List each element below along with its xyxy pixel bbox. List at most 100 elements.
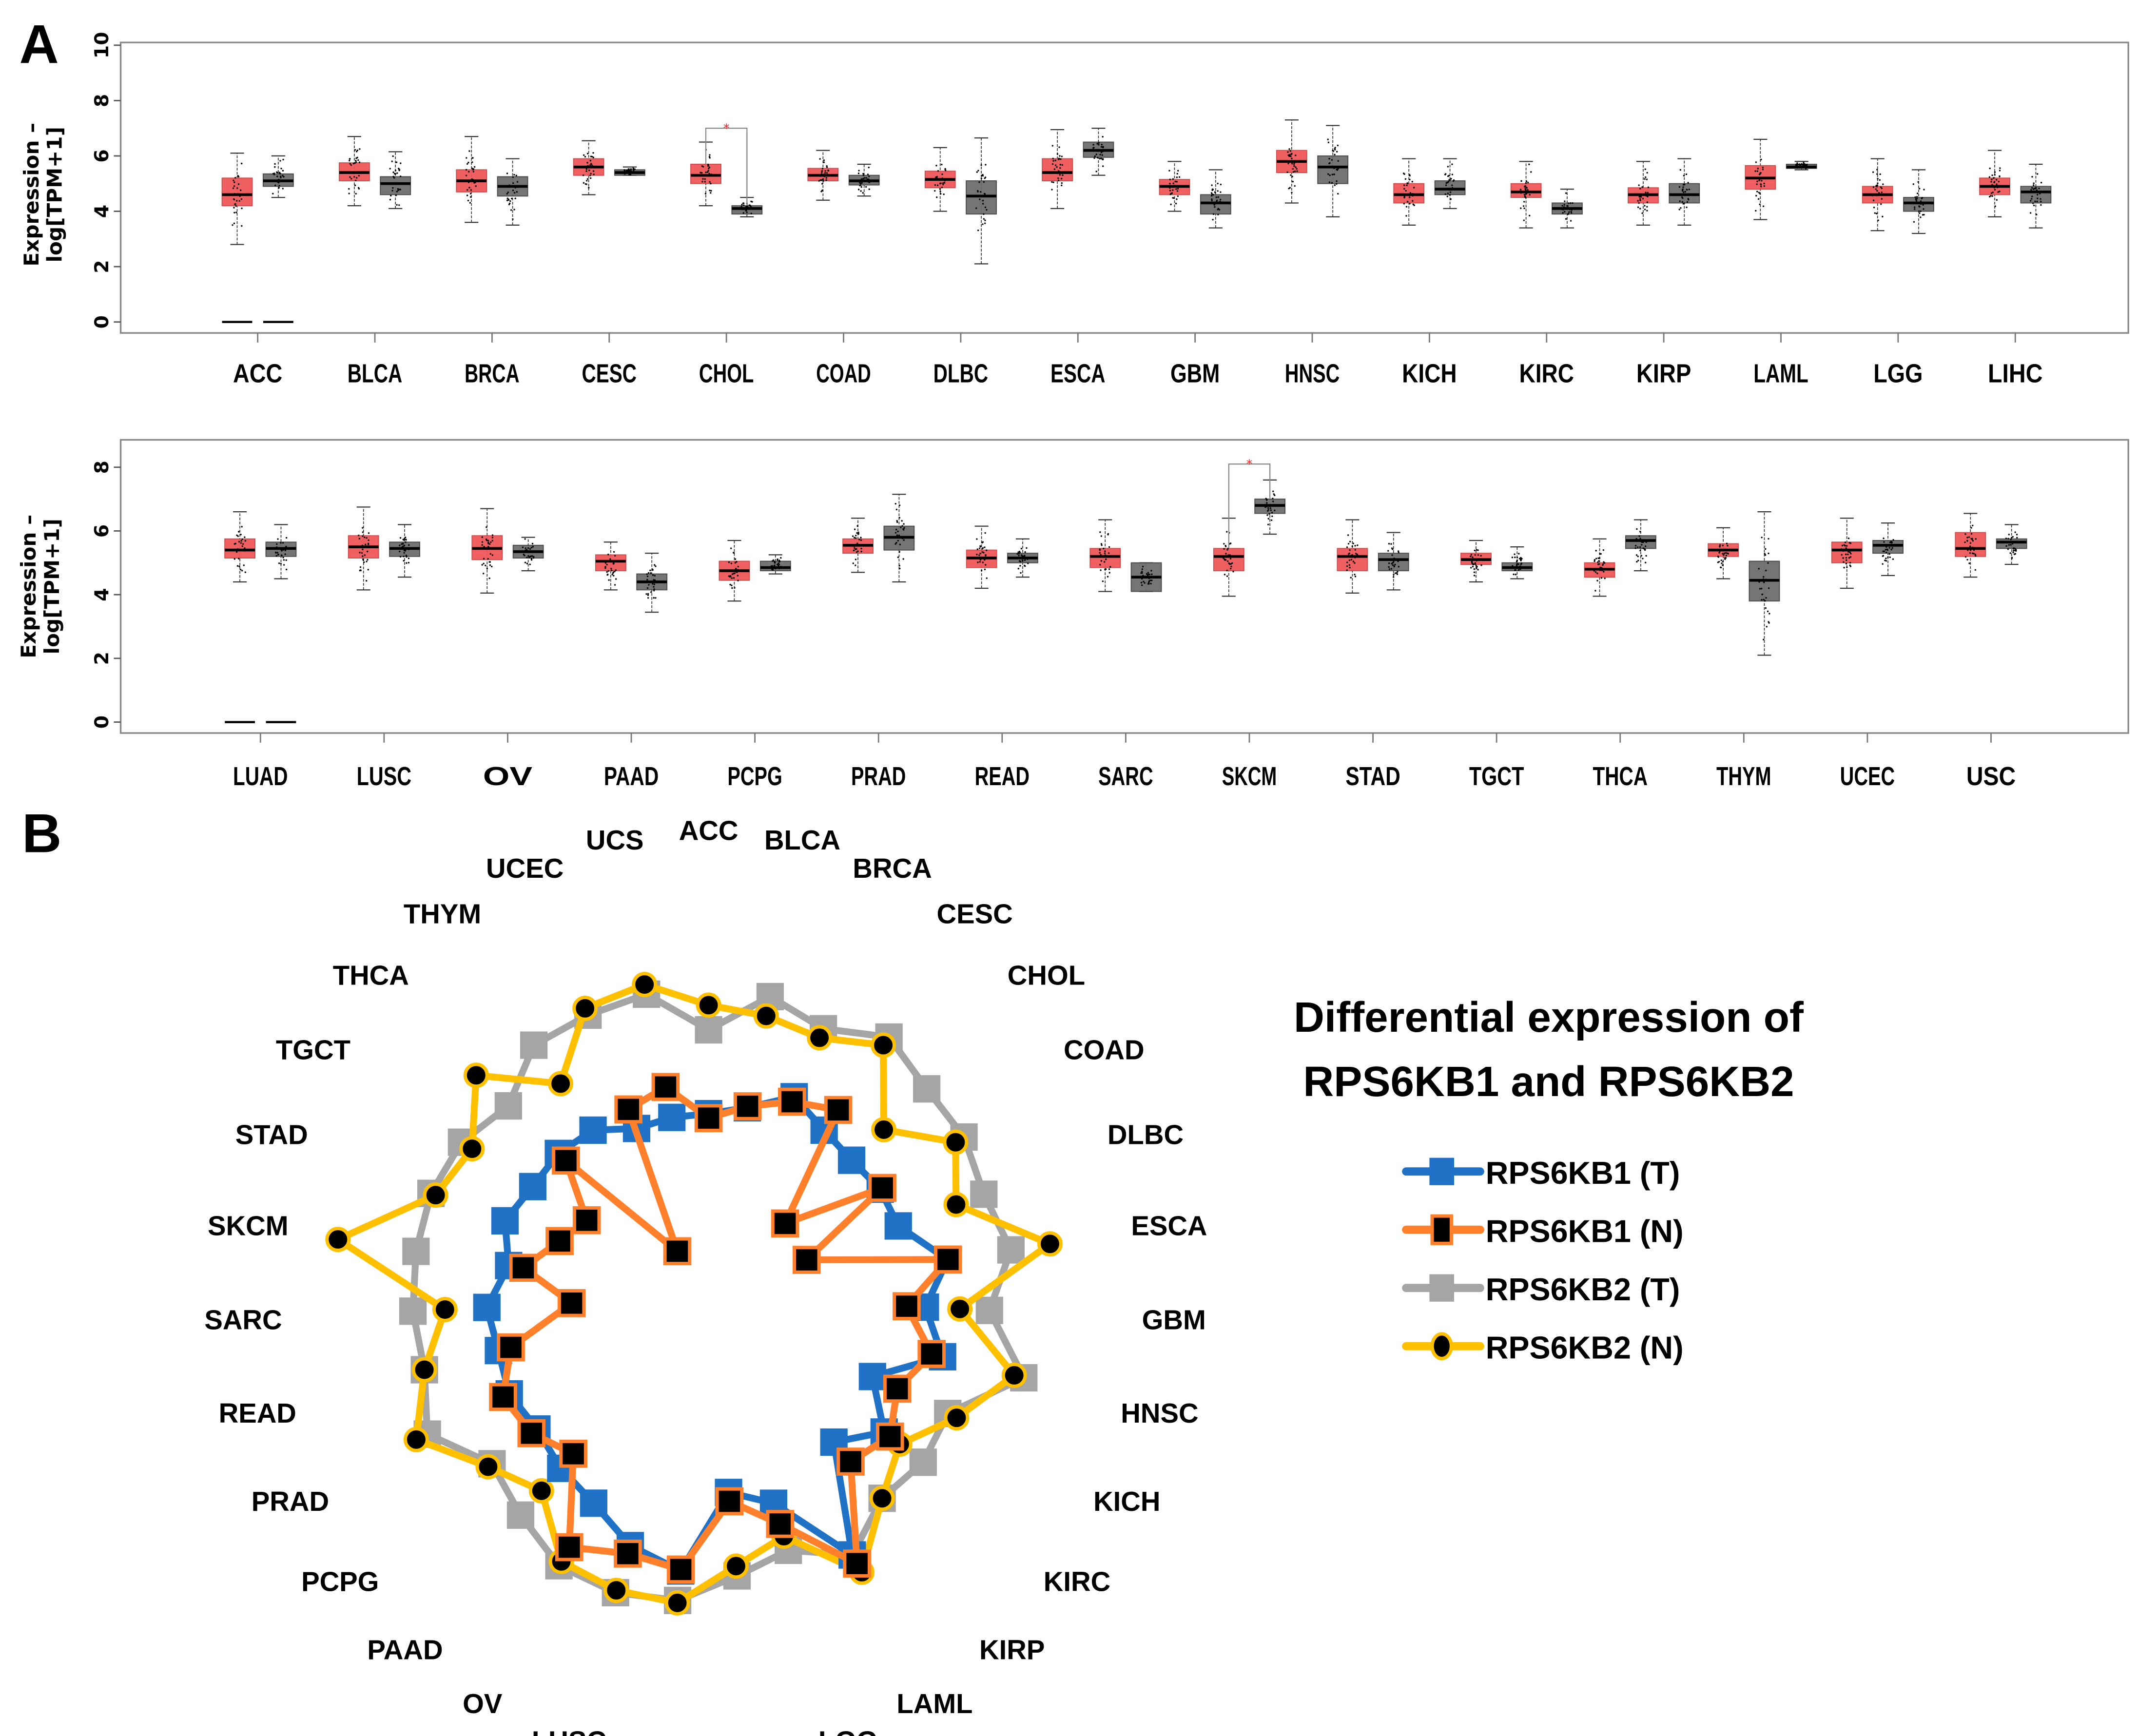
jitter-point (1638, 535, 1640, 537)
jitter-point (1396, 573, 1399, 575)
jitter-point (777, 564, 779, 567)
jitter-point (1176, 181, 1178, 183)
jitter-point (364, 554, 366, 556)
radar-point (475, 1454, 501, 1480)
jitter-point (1403, 195, 1405, 197)
jitter-point (1912, 183, 1914, 185)
jitter-point (513, 209, 515, 211)
jitter-point (1801, 163, 1803, 165)
jitter-point (236, 565, 239, 567)
jitter-point (1718, 552, 1720, 554)
jitter-point (1761, 180, 1763, 182)
jitter-point (1346, 561, 1348, 563)
jitter-point (397, 189, 399, 192)
jitter-point (487, 540, 489, 541)
jitter-point (1026, 547, 1028, 549)
radar-point (696, 992, 721, 1018)
jitter-point (514, 197, 516, 199)
jitter-point (611, 574, 613, 576)
jitter-point (1452, 180, 1455, 182)
radar-point (807, 1025, 833, 1051)
category-label: SKCM (1222, 762, 1277, 791)
jitter-point (280, 554, 283, 556)
radar-point (694, 1104, 723, 1133)
jitter-point (1224, 574, 1226, 576)
jitter-point (1409, 174, 1411, 177)
jitter-point (473, 166, 476, 168)
jitter-point (349, 158, 351, 160)
jitter-point (1018, 560, 1021, 562)
jitter-point (238, 540, 240, 543)
jitter-point (984, 532, 986, 534)
jitter-point (707, 163, 709, 166)
jitter-point (1169, 193, 1171, 195)
jitter-point (822, 178, 824, 180)
jitter-point (1721, 562, 1723, 564)
jitter-point (653, 579, 655, 581)
jitter-point (983, 213, 985, 215)
jitter-point (945, 169, 947, 172)
jitter-point (1765, 548, 1767, 550)
jitter-point (483, 573, 485, 575)
jitter-point (1294, 185, 1296, 187)
jitter-point (868, 166, 870, 169)
jitter-point (1052, 160, 1054, 162)
box-iqr (1903, 197, 1934, 212)
jitter-point (1849, 551, 1851, 553)
jitter-point (1844, 545, 1846, 547)
jitter-point (734, 558, 737, 560)
jitter-point (470, 189, 472, 191)
jitter-point (285, 559, 287, 561)
jitter-point (481, 536, 483, 538)
box-tumor (924, 147, 956, 212)
jitter-point (1513, 573, 1515, 576)
jitter-point (1027, 562, 1029, 564)
radar-series (325, 972, 1063, 1616)
jitter-point (1892, 539, 1894, 541)
jitter-point (1885, 558, 1887, 559)
jitter-point (399, 544, 401, 546)
jitter-point (1288, 188, 1290, 190)
jitter-point (589, 174, 591, 176)
jitter-point (1843, 561, 1845, 563)
category-label: CESC (582, 359, 637, 388)
jitter-point (367, 559, 369, 561)
category-label: ESCA (1050, 359, 1105, 388)
jitter-point (819, 158, 821, 160)
jitter-point (402, 542, 404, 544)
jitter-point (475, 185, 477, 187)
radar-point (793, 1246, 821, 1274)
jitter-point (647, 594, 649, 596)
jitter-point (1171, 193, 1173, 194)
jitter-point (1477, 554, 1479, 556)
jitter-point (1270, 519, 1273, 521)
jitter-point (1764, 553, 1766, 555)
jitter-point (1336, 183, 1338, 185)
category-label: DLBC (933, 359, 988, 388)
jitter-point (737, 579, 739, 581)
jitter-point (1349, 540, 1351, 542)
jitter-point (1564, 211, 1566, 213)
jitter-point (2031, 176, 2033, 178)
jitter-point (358, 538, 360, 540)
jitter-point (485, 564, 486, 566)
jitter-point (1914, 196, 1916, 198)
jitter-point (820, 191, 822, 193)
jitter-point (1477, 569, 1479, 571)
jitter-point (276, 543, 278, 545)
category-label: PAAD (604, 762, 659, 791)
jitter-point (1211, 188, 1214, 191)
jitter-point (486, 526, 487, 528)
y-tick-label: 4 (91, 205, 113, 218)
jitter-point (1346, 569, 1348, 571)
legend-item: RPS6KB2 (T) (1402, 1272, 1680, 1307)
jitter-point (1099, 157, 1101, 160)
jitter-point (986, 549, 988, 551)
jitter-point (868, 188, 870, 190)
jitter-point (471, 167, 473, 170)
jitter-point (1225, 553, 1227, 555)
jitter-point (530, 555, 532, 557)
jitter-point (1765, 554, 1767, 556)
legend-marker (1429, 1274, 1454, 1302)
